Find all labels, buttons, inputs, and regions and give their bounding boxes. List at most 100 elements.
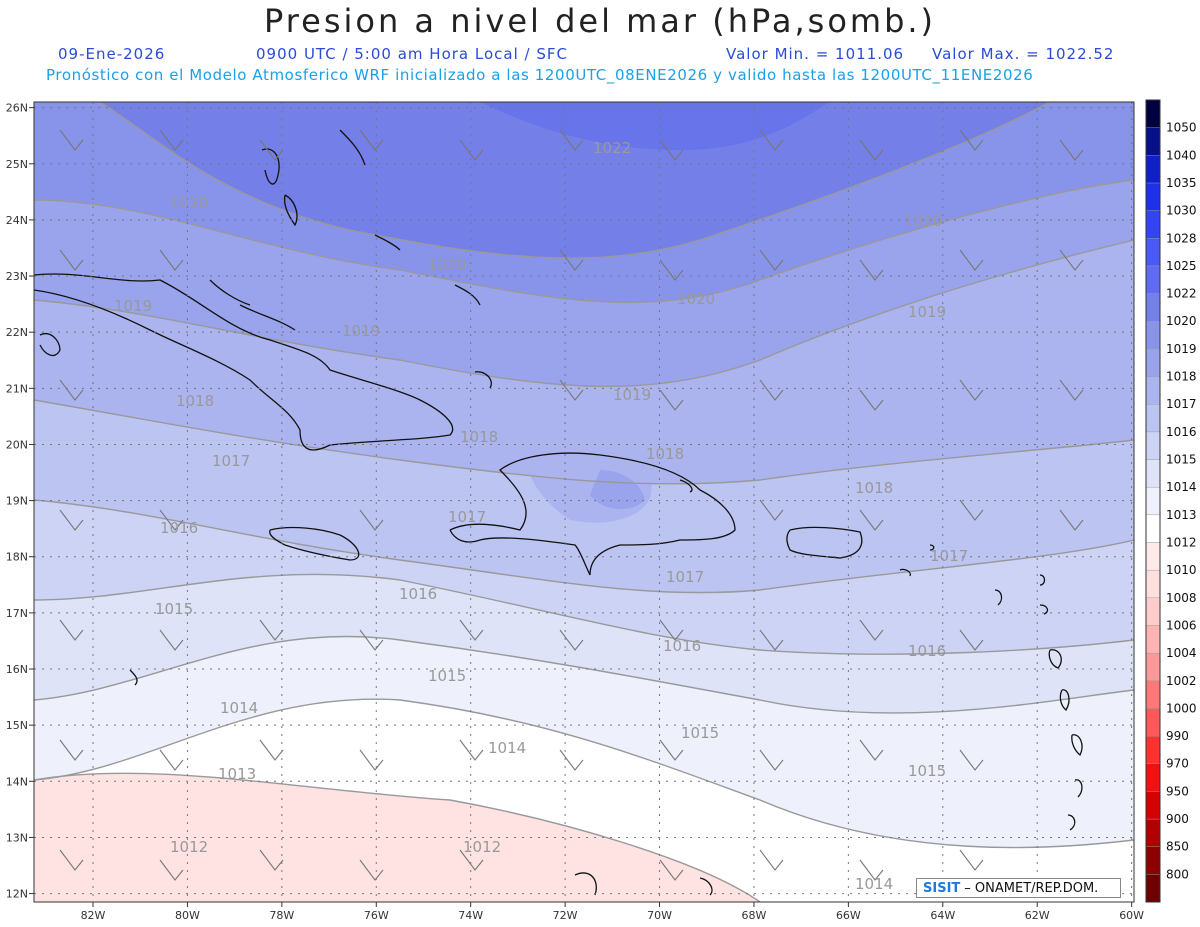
colorbar-swatch <box>1145 459 1161 488</box>
latitude-label: 24N <box>6 214 28 227</box>
max-value-label: Valor Max. = 1022.52 <box>932 45 1115 63</box>
colorbar-swatch <box>1145 680 1161 709</box>
valid-time-label: 0900 UTC / 5:00 am Hora Local / SFC <box>256 45 568 63</box>
colorbar-label: 950 <box>1166 784 1189 798</box>
longitude-label: 82W <box>81 909 106 922</box>
contour-label: 1019 <box>613 386 651 404</box>
graticule <box>34 102 1134 902</box>
contour-label: 1013 <box>218 765 256 783</box>
contour-label: 1020 <box>428 256 466 274</box>
contour-label: 1016 <box>908 642 946 660</box>
colorbar-swatch <box>1145 210 1161 239</box>
colorbar-swatch <box>1145 874 1161 903</box>
latitude-label: 20N <box>6 438 28 451</box>
contour-label: 1020 <box>677 290 715 308</box>
colorbar-swatch <box>1145 404 1161 433</box>
colorbar-swatch <box>1145 597 1161 626</box>
colorbar-label: 1012 <box>1166 535 1197 549</box>
contour-label: 1019 <box>908 303 946 321</box>
contour-label: 1012 <box>463 838 501 856</box>
colorbar-label: 1015 <box>1166 453 1197 467</box>
colorbar-label: 1004 <box>1166 646 1197 660</box>
latitude-label: 22N <box>6 326 28 339</box>
contour-label: 1018 <box>855 479 893 497</box>
credit-box: SISIT – ONAMET/REP.DOM. <box>916 878 1121 898</box>
latitude-label: 15N <box>6 719 28 732</box>
contour-label: 1016 <box>399 585 437 603</box>
colorbar-label: 1008 <box>1166 591 1197 605</box>
colorbar-swatch <box>1145 569 1161 598</box>
colorbar-label: 1022 <box>1166 287 1197 301</box>
colorbar-label: 1025 <box>1166 259 1197 273</box>
colorbar-label: 1002 <box>1166 674 1197 688</box>
colorbar-label: 1040 <box>1166 148 1197 162</box>
longitude-label: 64W <box>930 909 955 922</box>
contour-label: 1014 <box>220 699 258 717</box>
colorbar-label: 1014 <box>1166 480 1197 494</box>
contour-label: 1017 <box>448 508 486 526</box>
contour-label: 1018 <box>176 392 214 410</box>
colorbar-label: 990 <box>1166 729 1189 743</box>
colorbar-label: 1016 <box>1166 425 1197 439</box>
colorbar-label: 1020 <box>1166 314 1197 328</box>
colorbar-swatch <box>1145 348 1161 377</box>
colorbar-label: 850 <box>1166 840 1189 854</box>
colorbar-swatch <box>1145 708 1161 737</box>
longitude-label: 72W <box>553 909 578 922</box>
colorbar-swatch <box>1145 376 1161 405</box>
credit-text: ONAMET/REP.DOM. <box>974 881 1099 896</box>
longitude-label: 68W <box>742 909 767 922</box>
colorbar-label: 1010 <box>1166 563 1197 577</box>
colorbar-label: 1013 <box>1166 508 1197 522</box>
contour-label: 1016 <box>663 637 701 655</box>
contour-label: 1022 <box>593 139 631 157</box>
contour-label: 1015 <box>681 724 719 742</box>
colorbar-swatch <box>1145 514 1161 543</box>
model-info-label: Pronóstico con el Modelo Atmosferico WRF… <box>46 66 1034 84</box>
latitude-label: 26N <box>6 102 28 115</box>
contour-label: 1017 <box>930 547 968 565</box>
colorbar-swatch <box>1145 763 1161 792</box>
date-label: 09-Ene-2026 <box>58 45 166 63</box>
longitude-label: 70W <box>647 909 672 922</box>
latitude-label: 23N <box>6 270 28 283</box>
wind-barbs <box>59 129 1084 881</box>
contour-label: 1018 <box>646 445 684 463</box>
latitude-label: 18N <box>6 551 28 564</box>
contour-label: 1015 <box>428 667 466 685</box>
colorbar-label: 1000 <box>1166 701 1197 715</box>
latitude-label: 14N <box>6 775 28 788</box>
contour-label: 1019 <box>114 297 152 315</box>
colorbar-label: 1018 <box>1166 370 1197 384</box>
colorbar-swatch <box>1145 542 1161 571</box>
map-frame <box>33 101 1135 903</box>
contour-label: 1012 <box>170 838 208 856</box>
colorbar-swatch <box>1145 155 1161 184</box>
colorbar-swatch <box>1145 846 1161 875</box>
colorbar-swatch <box>1145 818 1161 847</box>
colorbar-swatch <box>1145 321 1161 350</box>
colorbar-label: 1017 <box>1166 397 1197 411</box>
latitude-label: 16N <box>6 663 28 676</box>
colorbar-swatch <box>1145 625 1161 654</box>
contour-label: 1014 <box>855 875 893 893</box>
longitude-label: 78W <box>269 909 294 922</box>
longitude-label: 80W <box>175 909 200 922</box>
colorbar-swatch <box>1145 431 1161 460</box>
colorbar-label: 900 <box>1166 812 1189 826</box>
colorbar-label: 1030 <box>1166 204 1197 218</box>
longitude-label: 76W <box>364 909 389 922</box>
latitude-label: 19N <box>6 495 28 508</box>
colorbar-swatch <box>1145 265 1161 294</box>
colorbar-label: 1028 <box>1166 231 1197 245</box>
pressure-shading: 1012 1012 1013 1013 1014 1014 1014 1015 … <box>34 102 1134 902</box>
contour-labels: 1012 1012 1013 1013 1014 1014 1014 1015 … <box>114 139 968 893</box>
contour-label: 1017 <box>666 568 704 586</box>
colorbar-swatch <box>1145 486 1161 516</box>
contour-label: 1016 <box>160 519 198 537</box>
colorbar-label: 970 <box>1166 757 1189 771</box>
colorbar-swatch <box>1145 238 1161 267</box>
contour-label: 1017 <box>212 452 250 470</box>
min-value-label: Valor Min. = 1011.06 <box>726 45 905 63</box>
contour-label: 1020 <box>170 194 208 212</box>
